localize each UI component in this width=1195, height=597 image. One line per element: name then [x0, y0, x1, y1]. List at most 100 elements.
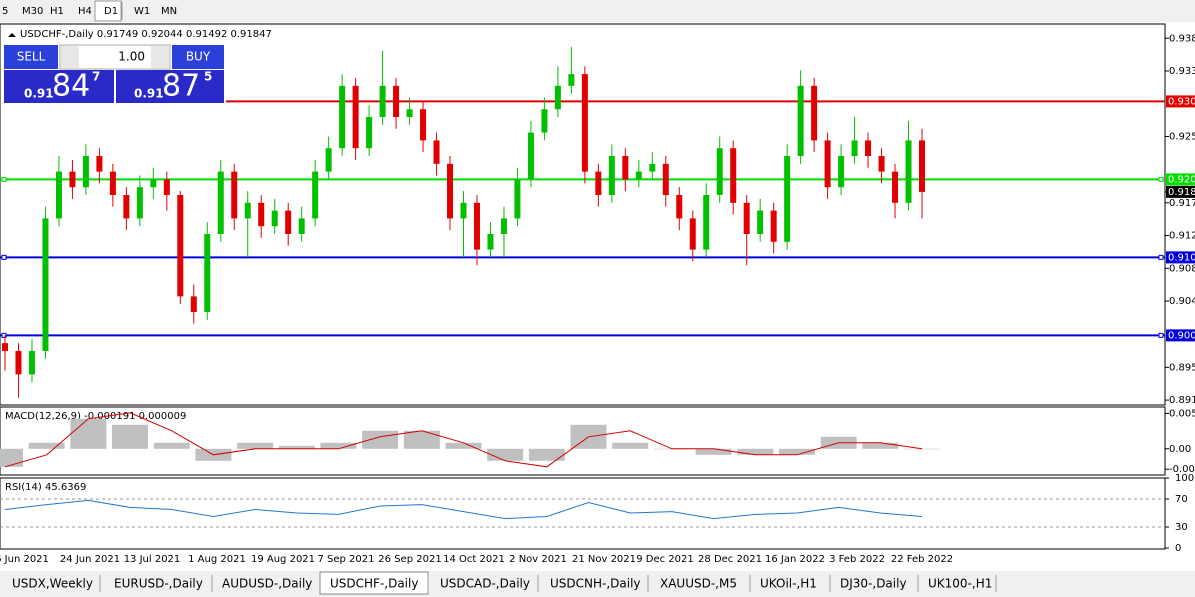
x-tick-label: 9 Dec 2021 — [636, 554, 694, 565]
candle-body — [217, 171, 224, 234]
candle-body — [581, 74, 588, 172]
candle-body — [433, 140, 440, 164]
current-price-tag — [1166, 185, 1195, 198]
macd-bar — [445, 442, 482, 449]
lot-down[interactable] — [61, 46, 79, 68]
tab[interactable]: USDCNH-,Daily — [550, 577, 641, 591]
y-tick-label: 0 — [1175, 543, 1181, 554]
ask-prefix: 0.91 — [134, 87, 164, 101]
candle-body — [244, 202, 251, 219]
candle-body — [811, 85, 818, 141]
candle-body — [150, 179, 157, 188]
candle-body — [420, 109, 427, 141]
tab[interactable]: USDX,Weekly — [12, 577, 93, 591]
candle-body — [473, 202, 480, 250]
candle-body — [366, 117, 373, 149]
timeframe-button[interactable]: MN — [161, 6, 177, 17]
y-tick-label: 70 — [1175, 494, 1188, 505]
timeframe-button[interactable]: 5 — [2, 6, 8, 17]
tab[interactable]: XAUUSD-,M5 — [660, 577, 737, 591]
candle-body — [460, 202, 467, 219]
symbol-info: USDCHF-,Daily 0.91749 0.92044 0.91492 0.… — [20, 29, 272, 40]
y-tick-label: 30 — [1175, 522, 1188, 533]
candle-body — [622, 156, 629, 180]
x-tick-label: 3 Feb 2022 — [829, 554, 885, 565]
x-tick-label: 22 Feb 2022 — [891, 554, 953, 565]
level-handle[interactable] — [1158, 176, 1164, 182]
candle-body — [568, 74, 575, 86]
macd-bar — [487, 448, 524, 461]
level-tag — [1166, 251, 1195, 264]
candle-body — [676, 195, 683, 219]
timeframe-button[interactable]: H4 — [78, 6, 92, 17]
x-tick-label: 24 Jun 2021 — [60, 554, 120, 565]
macd-bar — [403, 430, 440, 449]
x-tick-label: 21 Nov 2021 — [572, 554, 636, 565]
x-tick-label: 19 Aug 2021 — [251, 554, 315, 565]
candle-body — [28, 350, 35, 375]
timeframe-button[interactable]: D1 — [104, 6, 118, 17]
candle-body — [865, 140, 872, 157]
lot-up[interactable] — [151, 46, 169, 68]
ask-box[interactable] — [116, 70, 224, 103]
candle-body — [527, 132, 534, 180]
tab[interactable]: USDCHF-,Daily — [330, 577, 418, 591]
candle-body — [177, 195, 184, 297]
x-tick-label: 6 Jun 2021 — [0, 554, 49, 565]
tab[interactable]: EURUSD-,Daily — [114, 577, 203, 591]
y-tick-label: 0.8917 — [1169, 395, 1195, 406]
candle-body — [500, 218, 507, 234]
level-tag — [1166, 173, 1195, 186]
sell-button[interactable] — [4, 45, 58, 69]
macd-bar — [528, 448, 565, 461]
level-handle[interactable] — [1158, 332, 1164, 338]
candle-body — [55, 171, 62, 219]
candle-body — [514, 179, 521, 219]
x-tick-label: 2 Nov 2021 — [509, 554, 567, 565]
tab[interactable]: DJ30-,Daily — [840, 577, 907, 591]
candle-body — [352, 85, 359, 149]
toolbar — [0, 0, 1195, 22]
macd-bar — [320, 442, 357, 449]
y-tick-label: 0.9339 — [1169, 66, 1195, 77]
tab[interactable]: UKOil-,H1 — [760, 577, 817, 591]
y-tick-label: 100 — [1175, 473, 1194, 484]
macd-bar — [862, 442, 899, 449]
bid-box[interactable] — [4, 70, 114, 103]
x-tick-label: 13 Jul 2021 — [124, 554, 181, 565]
y-tick-label: -0.0034 — [1169, 464, 1195, 475]
candle-body — [905, 140, 912, 203]
candle-body — [271, 210, 278, 227]
candle-body — [784, 156, 791, 242]
macd-bar — [612, 442, 649, 449]
level-handle[interactable] — [1, 254, 7, 260]
candle-body — [15, 350, 22, 375]
y-tick-label: 0.0059 — [1169, 408, 1195, 419]
macd-bar — [695, 448, 732, 455]
candle-body — [136, 187, 143, 219]
timeframe-button[interactable]: H1 — [50, 6, 64, 17]
tab[interactable]: UK100-,H1 — [928, 577, 992, 591]
level-handle[interactable] — [1, 176, 7, 182]
x-tick-label: 1 Aug 2021 — [188, 554, 246, 565]
x-tick-label: 26 Sep 2021 — [378, 554, 441, 565]
candle-body — [770, 210, 777, 242]
x-tick-label: 28 Dec 2021 — [698, 554, 762, 565]
tab[interactable]: USDCAD-,Daily — [440, 577, 530, 591]
candle-body — [851, 140, 858, 157]
buy-button[interactable] — [172, 45, 224, 69]
x-tick-label: 14 Oct 2021 — [443, 554, 505, 565]
y-tick-label: 0.9255 — [1169, 132, 1195, 143]
candle-body — [2, 343, 8, 351]
macd-bar — [153, 442, 190, 449]
rsi-panel — [0, 477, 1166, 550]
y-tick-label: 0.9086 — [1169, 263, 1195, 274]
candle-body — [757, 210, 764, 234]
level-handle[interactable] — [1158, 254, 1164, 260]
timeframe-button[interactable]: M30 — [22, 6, 43, 17]
candle-body — [163, 179, 170, 196]
level-handle[interactable] — [1, 332, 7, 338]
timeframe-button[interactable]: W1 — [134, 6, 150, 17]
tab[interactable]: AUDUSD-,Daily — [222, 577, 312, 591]
collapse-icon[interactable] — [8, 33, 16, 37]
